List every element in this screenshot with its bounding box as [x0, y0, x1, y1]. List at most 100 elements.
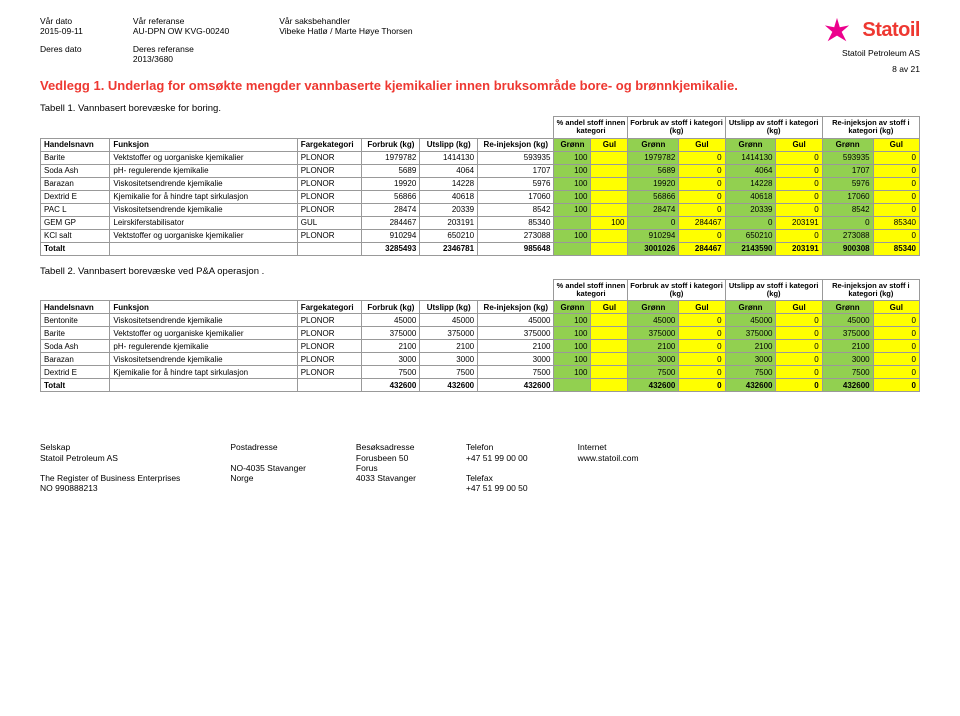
table-cell: 0: [873, 164, 919, 177]
footer-line: Statoil Petroleum AS: [40, 453, 180, 463]
table-cell: 100: [554, 203, 591, 216]
table-cell: 284467: [679, 216, 725, 229]
handler: Vibeke Hatlø / Marte Høye Thorsen: [279, 26, 412, 36]
table-cell: Kjemikalie for å hindre tapt sirkulasjon: [110, 190, 297, 203]
table-cell: Kjemikalie for å hindre tapt sirkulasjon: [110, 366, 297, 379]
table-cell: [591, 164, 628, 177]
table-cell: GEM GP: [41, 216, 110, 229]
table-cell: 5689: [628, 164, 679, 177]
column-header: Gul: [679, 301, 725, 314]
table-cell: PLONOR: [297, 151, 362, 164]
table-cell: 3000: [478, 353, 554, 366]
table-cell: 0: [776, 314, 822, 327]
table-cell: Barazan: [41, 177, 110, 190]
table-row: BariteVektstoffer og uorganiske kjemikal…: [41, 327, 920, 340]
table-cell: 85340: [478, 216, 554, 229]
table-total-cell: 284467: [679, 242, 725, 255]
table-cell: Vektstoffer og uorganiske kjemikalier: [110, 327, 297, 340]
table-total-cell: [591, 379, 628, 392]
table-cell: 1414130: [725, 151, 776, 164]
footer-line: Selskap: [40, 442, 180, 452]
table-cell: 100: [554, 229, 591, 242]
footer-line: +47 51 99 00 00: [466, 453, 528, 463]
table1-caption: Tabell 1. Vannbasert borevæske for borin…: [40, 103, 920, 114]
table-cell: 85340: [873, 216, 919, 229]
company-name: Statoil Petroleum AS: [842, 48, 920, 58]
table-cell: 7500: [362, 366, 420, 379]
table-cell: Barite: [41, 327, 110, 340]
table-cell: 28474: [362, 203, 420, 216]
table-cell: [591, 353, 628, 366]
group-header: Utslipp av stoff i kategori (kg): [725, 279, 822, 301]
table-cell: PLONOR: [297, 366, 362, 379]
table-total-cell: 900308: [822, 242, 873, 255]
table-cell: 45000: [478, 314, 554, 327]
table-cell: 0: [873, 327, 919, 340]
table-total-row: Totalt4326004326004326004326000432600043…: [41, 379, 920, 392]
table-cell: 7500: [725, 366, 776, 379]
table-cell: 0: [776, 177, 822, 190]
table-cell: 273088: [822, 229, 873, 242]
table-cell: Bentonite: [41, 314, 110, 327]
table-cell: [591, 327, 628, 340]
table-cell: 0: [873, 177, 919, 190]
table-cell: 5689: [362, 164, 420, 177]
table-cell: PLONOR: [297, 229, 362, 242]
table-cell: 0: [776, 190, 822, 203]
logo-text: Statoil: [862, 19, 920, 42]
their-ref-label: Deres referanse: [133, 44, 229, 54]
table-cell: Soda Ash: [41, 340, 110, 353]
column-header: Funksjon: [110, 301, 297, 314]
footer-line: 4033 Stavanger: [356, 473, 416, 483]
table-cell: PLONOR: [297, 327, 362, 340]
table-cell: [591, 190, 628, 203]
table-total-cell: 203191: [776, 242, 822, 255]
table-cell: 5976: [822, 177, 873, 190]
handler-label: Vår saksbehandler: [279, 16, 412, 26]
table-cell: Dextrid E: [41, 366, 110, 379]
our-date-label: Vår dato: [40, 16, 83, 26]
table-cell: 593935: [822, 151, 873, 164]
column-header: Utslipp (kg): [420, 138, 478, 151]
table-cell: 0: [679, 229, 725, 242]
table-cell: 0: [873, 229, 919, 242]
column-header: Grønn: [822, 138, 873, 151]
table-cell: Viskositetsendrende kjemikalie: [110, 353, 297, 366]
column-header: Gul: [873, 138, 919, 151]
table1-header-row: HandelsnavnFunksjonFargekategoriForbruk …: [41, 138, 920, 151]
column-header: Handelsnavn: [41, 138, 110, 151]
table-cell: 0: [776, 229, 822, 242]
table-cell: 7500: [822, 366, 873, 379]
table-cell: 17060: [822, 190, 873, 203]
table-row: BentoniteViskositetsendrende kjemikalieP…: [41, 314, 920, 327]
table-cell: 0: [776, 340, 822, 353]
table-cell: 375000: [478, 327, 554, 340]
table-cell: 1707: [822, 164, 873, 177]
logo-block: Statoil Statoil Petroleum AS 8 av 21: [818, 16, 920, 74]
table1: % andel stoff innen kategori Forbruk av …: [40, 116, 920, 256]
group-header: Forbruk av stoff i kategori (kg): [628, 117, 725, 139]
footer-line: Forusbeen 50: [356, 453, 416, 463]
column-header: Grønn: [628, 138, 679, 151]
column-header: Gul: [591, 138, 628, 151]
table-cell: 0: [679, 151, 725, 164]
table-cell: 3000: [725, 353, 776, 366]
table-cell: 100: [554, 314, 591, 327]
footer-col-phone: Telefon+47 51 99 00 00 Telefax+47 51 99 …: [466, 442, 528, 493]
table-total-cell: Totalt: [41, 379, 110, 392]
our-ref-label: Vår referanse: [133, 16, 229, 26]
table-cell: 284467: [362, 216, 420, 229]
table-cell: [591, 340, 628, 353]
table-total-cell: [554, 379, 591, 392]
footer-line: Telefon: [466, 442, 528, 452]
table-cell: 100: [554, 353, 591, 366]
table-total-cell: 2346781: [420, 242, 478, 255]
footer-line: www.statoil.com: [578, 453, 639, 463]
column-header: Re-injeksjon (kg): [478, 138, 554, 151]
document-header: Vår dato 2015-09-11 Deres dato Vår refer…: [40, 16, 920, 74]
column-header: Handelsnavn: [41, 301, 110, 314]
table-cell: KCl salt: [41, 229, 110, 242]
table-cell: [591, 151, 628, 164]
table-total-cell: 0: [873, 379, 919, 392]
table-total-cell: Totalt: [41, 242, 110, 255]
